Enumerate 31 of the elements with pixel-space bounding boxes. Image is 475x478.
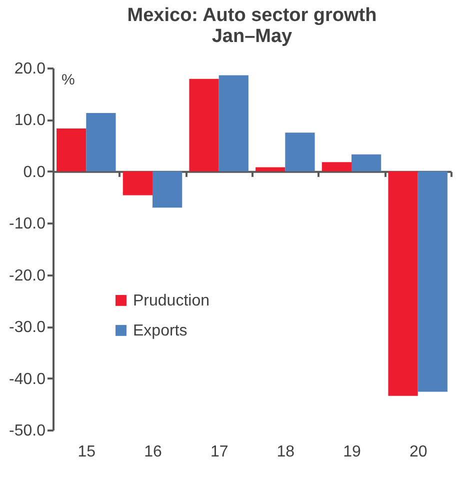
x-tick-label: 19: [343, 444, 361, 460]
legend-label: Exports: [133, 322, 188, 340]
y-tick-label: -10.0: [9, 216, 46, 233]
y-tick-label: -30.0: [9, 319, 46, 336]
bar: [122, 171, 152, 196]
bar: [56, 128, 86, 172]
bar: [218, 75, 248, 172]
x-tick-label: 15: [78, 444, 96, 460]
legend-label: Pruduction: [133, 292, 210, 310]
x-tick-label: 20: [409, 444, 428, 460]
y-tick-label: 0.0: [23, 164, 46, 181]
text: Mexico: Auto sector growth: [127, 5, 377, 26]
x-tick-label: 18: [276, 444, 295, 460]
bar: [418, 171, 448, 392]
x-tick-label: 17: [210, 444, 228, 460]
y-tick-label: 20.0: [14, 60, 46, 78]
bar: [152, 171, 182, 208]
text: Jan–May: [212, 26, 292, 47]
bar: [189, 78, 219, 172]
y-tick-label: -50.0: [9, 422, 46, 440]
bar: [322, 162, 352, 172]
bar: [86, 112, 116, 172]
y-tick-label: 10.0: [14, 112, 46, 130]
y-tick-label: -20.0: [9, 267, 46, 284]
x-tick-label: 16: [144, 444, 162, 460]
bar: [388, 171, 418, 396]
bar: [256, 167, 286, 172]
bar: [285, 132, 315, 172]
bar: [352, 154, 382, 172]
y-axis-title: %: [62, 72, 75, 88]
y-tick-label: -40.0: [9, 370, 46, 388]
